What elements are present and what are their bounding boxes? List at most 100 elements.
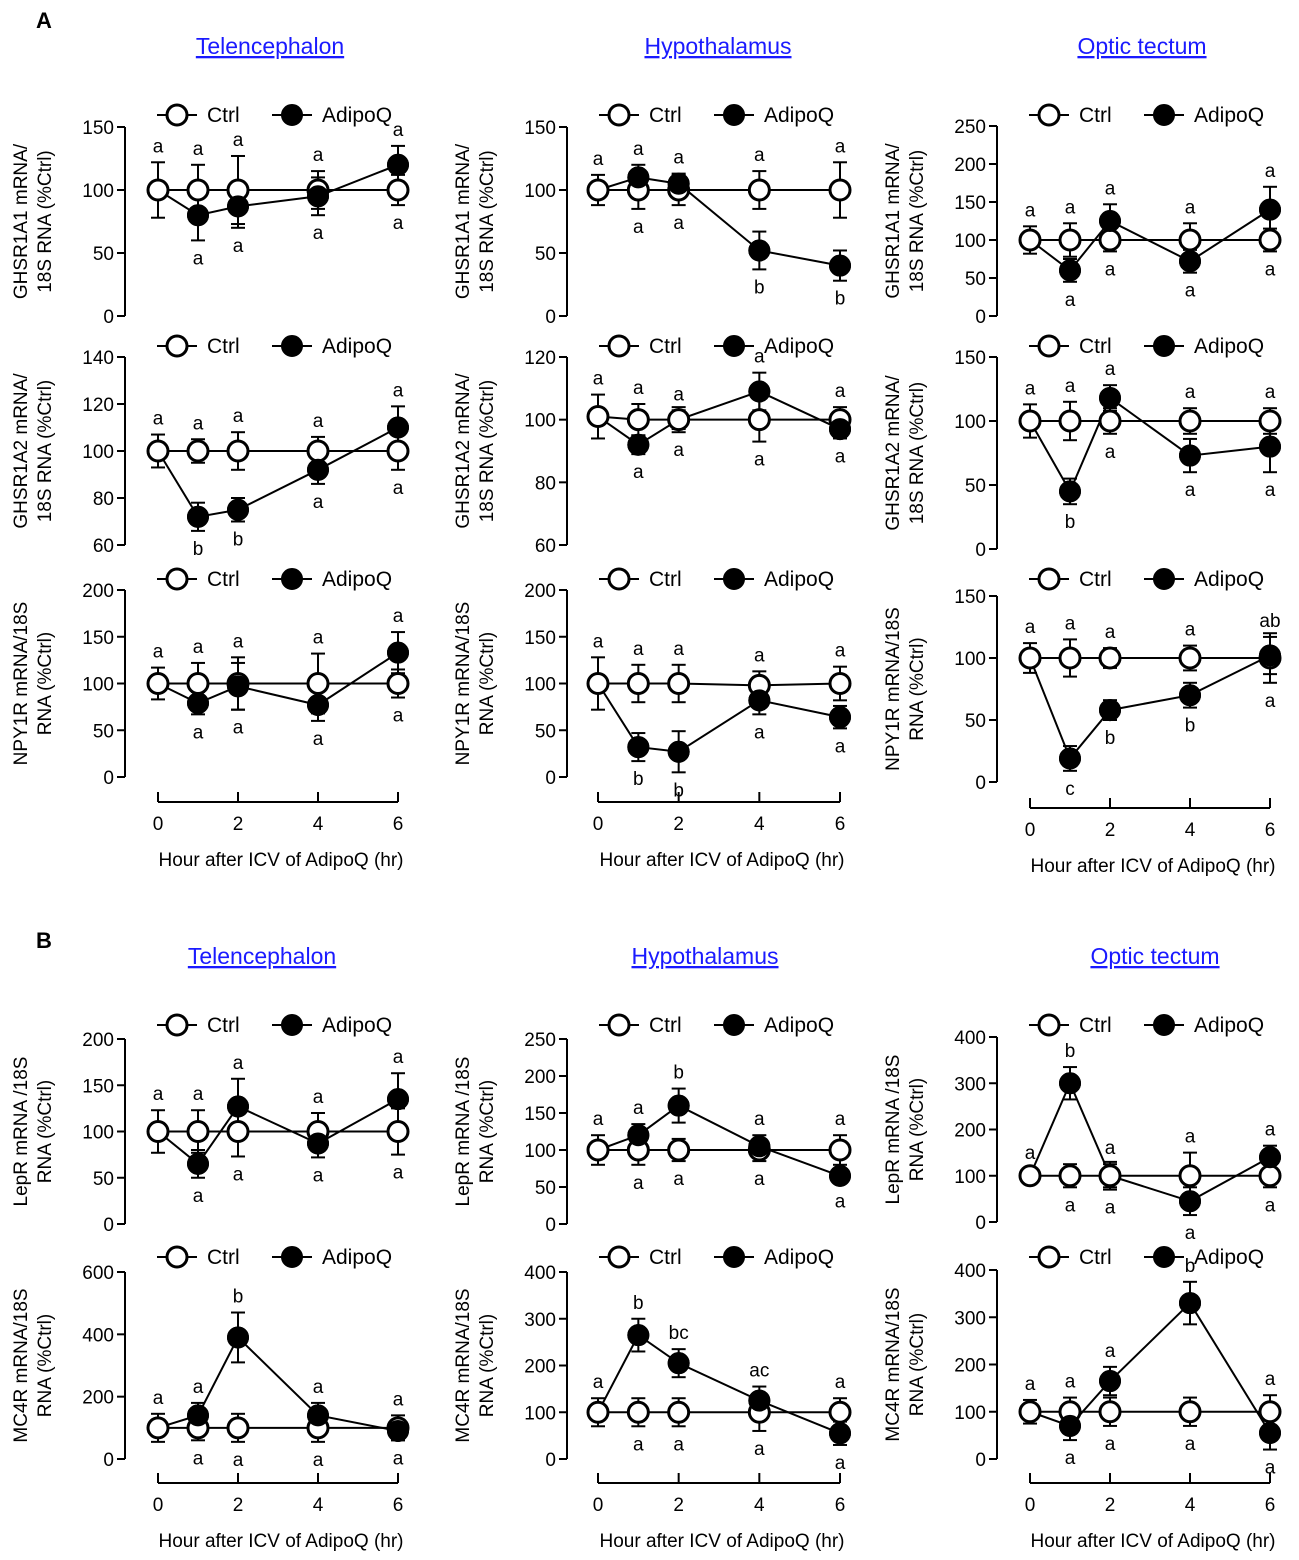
significance-letter: a [593,631,604,652]
y-axis-label-line: MC4R mRNA/18S [453,1288,474,1442]
x-tick-label: 4 [1185,1495,1196,1516]
point-adipoq [748,239,771,262]
x-axis-label: Hour after ICV of AdipoQ (hr) [1031,856,1276,877]
y-axis-label-line: 18S RNA (%Ctrl) [907,382,928,525]
x-tick-label: 6 [835,814,846,835]
significance-letter: a [193,413,204,434]
point-adipoq [1259,1422,1281,1445]
significance-letter: a [1025,617,1036,638]
y-axis-label-line: MC4R mRNA/18S [11,1288,32,1442]
y-axis-label-line: RNA (%Ctrl) [907,637,928,740]
chart-B-opt-2: 0 100 200 300 400 MC4R mRNA/18S RNA (%Ctrl) Ctr… [883,1245,1282,1552]
y-tick-label: 400 [954,1028,986,1049]
significance-letter: a [233,1164,244,1185]
significance-letter: a [233,236,244,257]
point-ctrl [1178,228,1202,252]
significance-letter: a [835,446,846,467]
point-ctrl [1258,409,1282,433]
significance-letter: a [313,223,324,244]
chart-A-opt-3: 0 50 100 150 NPY1R mRNA/18S RNA (%Ctrl) Ctrl Ad… [883,567,1282,877]
significance-letter: a [633,1173,644,1194]
legend-marker-adipoq [723,568,745,590]
legend-marker-ctrl [607,334,631,358]
y-tick-label: 100 [82,1123,114,1144]
significance-letter: b [633,1293,644,1314]
panel-title: Hypothalamus [631,943,778,969]
significance-letter: a [193,1084,204,1105]
y-tick-label: 250 [954,117,986,138]
significance-letter: a [633,639,644,660]
y-tick-label: 150 [954,193,986,214]
point-adipoq [1259,198,1281,221]
legend-marker-ctrl [165,1013,189,1037]
legend-marker-adipoq [723,1014,745,1036]
significance-letter: a [153,136,164,157]
significance-letter: b [193,539,204,560]
y-tick-label: 400 [82,1325,114,1346]
legend-label-ctrl: Ctrl [649,568,682,591]
significance-letter: a [193,139,204,160]
significance-letter: a [1265,691,1276,712]
x-tick-label: 0 [593,1495,604,1516]
significance-letter: a [593,369,604,390]
point-adipoq [748,689,771,712]
legend-label-adipoq: AdipoQ [1194,335,1264,358]
y-tick-label: 120 [524,348,556,369]
point-ctrl [146,1120,170,1143]
point-ctrl [146,672,170,695]
significance-letter: bc [669,1323,689,1344]
significance-letter: a [673,1434,684,1455]
significance-letter: a [1105,442,1116,463]
point-adipoq [1179,1190,1201,1213]
significance-letter: a [193,1448,204,1469]
y-axis-label: MC4R mRNA/18S RNA (%Ctrl) [883,1287,928,1441]
legend-label-adipoq: AdipoQ [322,335,392,358]
y-tick-label: 150 [524,118,556,139]
significance-letter: a [233,406,244,427]
x-tick-label: 4 [313,814,324,835]
legend-marker-ctrl [1037,103,1061,127]
significance-letter: a [593,1372,604,1393]
point-adipoq [1059,1072,1081,1095]
y-axis-label-line: RNA (%Ctrl) [477,632,498,735]
y-tick-label: 100 [524,411,556,432]
significance-letter: a [393,1047,404,1068]
point-adipoq [1259,435,1281,458]
significance-letter: a [393,1448,404,1469]
point-adipoq [1059,747,1081,770]
significance-letter: a [233,718,244,739]
point-ctrl [226,1416,250,1440]
significance-letter: a [754,145,765,166]
significance-letter: a [1185,1127,1196,1148]
y-tick-label: 300 [524,1310,556,1331]
y-tick-label: 150 [954,348,986,369]
significance-letter: a [1065,1195,1076,1216]
significance-letter: a [1105,259,1116,280]
point-ctrl [1058,228,1082,252]
point-adipoq [1099,1370,1121,1393]
y-tick-label: 140 [82,348,114,369]
significance-letter: a [153,409,164,430]
y-axis-label: GHSR1A2 mRNA/18S RNA (%Ctrl) [11,373,56,529]
chart-A-tel-3: 0 50 100 150 200 NPY1R mRNA/18S RNA (%Ctrl) Ctr… [11,567,410,871]
x-tick-label: 0 [153,1495,164,1516]
point-adipoq [307,185,329,208]
y-tick-label: 50 [965,269,986,290]
panel-title: Optic tectum [1077,33,1206,59]
y-tick-label: 150 [954,587,986,608]
point-adipoq [829,254,851,277]
y-tick-label: 60 [93,536,114,557]
series-adipoq-line [1029,654,1271,761]
point-adipoq [387,641,409,664]
chart-A-hyp-2: 60 80 100 120 GHSR1A2 mRNA/18S RNA (%Ctrl) Ct… [453,334,852,557]
y-tick-label: 0 [103,768,114,789]
significance-letter: a [193,1186,204,1207]
x-tick-label: 0 [1025,820,1036,841]
y-tick-label: 400 [524,1263,556,1284]
point-ctrl [226,1120,250,1143]
y-tick-label: 80 [535,473,556,494]
y-tick-label: 200 [954,1356,986,1377]
point-ctrl [146,1416,170,1440]
x-tick-label: 0 [1025,1495,1036,1516]
